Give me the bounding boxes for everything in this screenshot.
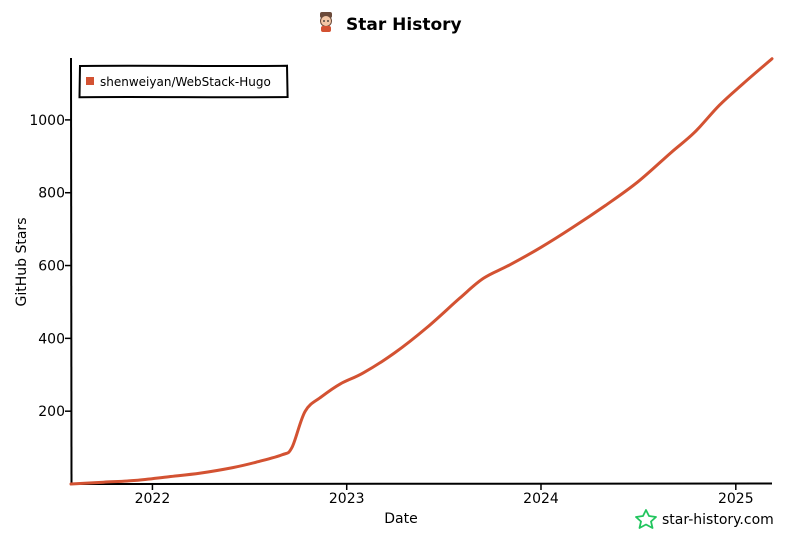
star-outline-icon xyxy=(635,509,657,529)
x-tick-label: 2024 xyxy=(523,491,559,507)
y-axis-line xyxy=(70,57,73,485)
y-tick-label: 1000 xyxy=(29,113,65,129)
legend-label: shenweiyan/WebStack-Hugo xyxy=(100,75,271,89)
legend-box xyxy=(78,64,289,99)
chart-title: Star History xyxy=(346,15,462,35)
star-history-mascot-icon xyxy=(320,12,332,32)
series-line-webstack-hugo xyxy=(69,57,774,486)
x-tick-label: 2022 xyxy=(135,491,171,507)
chart-title-group: Star History xyxy=(320,12,462,35)
legend-swatch xyxy=(86,77,94,85)
y-axis-label: GitHub Stars xyxy=(14,218,30,307)
y-tick-label: 400 xyxy=(38,331,65,347)
footer-brand[interactable]: star-history.com xyxy=(635,509,774,529)
y-tick-label: 600 xyxy=(38,259,65,275)
footer-brand-text[interactable]: star-history.com xyxy=(662,512,774,528)
x-tick-label: 2023 xyxy=(329,491,365,507)
x-axis-line xyxy=(70,482,773,486)
plot-area: 200 400 600 800 1000 2022 2023 2024 2025 xyxy=(29,57,774,507)
legend: shenweiyan/WebStack-Hugo xyxy=(78,64,289,99)
y-tick-label: 800 xyxy=(38,186,65,202)
x-axis-label: Date xyxy=(384,511,417,527)
x-tick-label: 2025 xyxy=(718,491,754,507)
y-tick-label: 200 xyxy=(38,404,65,420)
